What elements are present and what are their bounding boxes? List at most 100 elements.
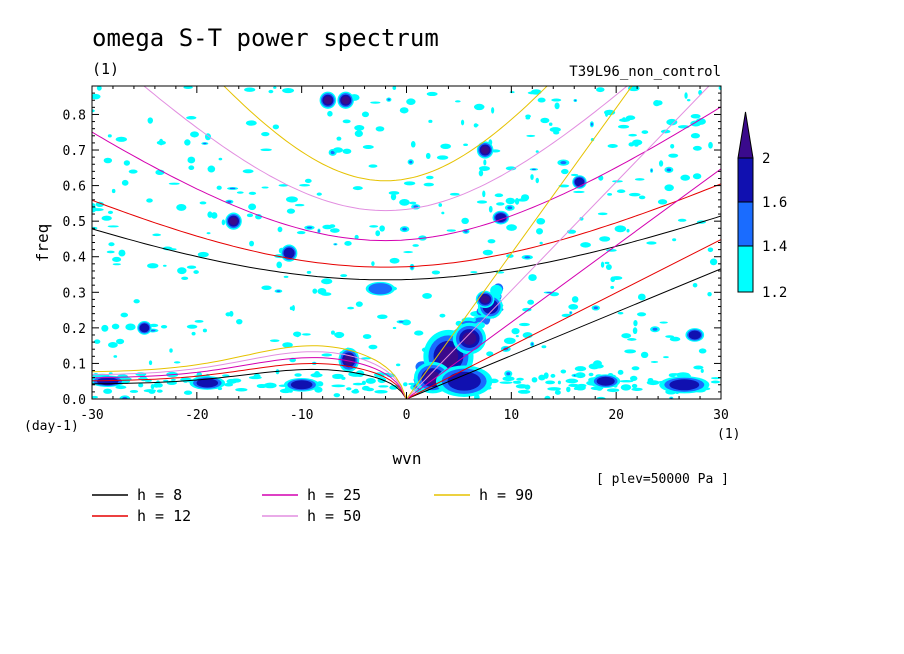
speckle-patch <box>707 247 714 253</box>
lowfreq-patch <box>365 387 375 392</box>
speckle-patch <box>409 201 417 205</box>
legend-label: h = 8 <box>137 486 182 504</box>
x-axis-label: wvn <box>393 449 422 468</box>
gravity-wave-curve <box>92 215 721 281</box>
speckle-patch <box>491 107 495 114</box>
power-blob <box>574 177 585 187</box>
speckle-patch <box>640 351 649 358</box>
speckle-patch <box>515 335 519 338</box>
speckle-patch <box>579 216 584 221</box>
speckle-patch <box>107 342 118 348</box>
speckle-patch <box>600 261 605 268</box>
speckle-patch <box>403 181 416 186</box>
speckle-core <box>666 168 672 172</box>
power-blob <box>688 330 701 340</box>
speckle-patch <box>316 192 322 196</box>
speckle-patch <box>115 136 128 142</box>
lowfreq-patch <box>341 376 346 380</box>
speckle-patch <box>441 211 445 215</box>
dataset-label: T39L96_non_control <box>569 64 721 80</box>
speckle-core <box>560 161 567 165</box>
speckle-patch <box>414 330 424 336</box>
speckle-patch <box>92 109 95 113</box>
speckle-patch <box>677 218 687 222</box>
speckle-patch <box>92 395 98 399</box>
speckle-patch <box>610 285 615 289</box>
speckle-patch <box>317 287 327 295</box>
speckle-patch <box>388 191 400 195</box>
colorbar-label: 1.4 <box>762 239 787 255</box>
speckle-patch <box>194 319 204 323</box>
lowfreq-patch <box>408 382 416 386</box>
speckle-patch <box>662 356 669 359</box>
speckle-patch <box>607 144 618 148</box>
speckle-patch <box>152 233 162 237</box>
speckle-patch <box>282 342 293 348</box>
speckle-patch <box>483 159 487 166</box>
colorbar-arrow <box>737 111 754 159</box>
speckle-patch <box>496 202 505 206</box>
y-tick-label: 0.1 <box>63 357 86 372</box>
speckle-patch <box>222 374 230 377</box>
lowfreq-patch <box>631 383 638 389</box>
speckle-patch <box>537 97 546 103</box>
speckle-patch <box>707 291 712 297</box>
lowfreq-patch <box>588 372 594 377</box>
speckle-patch <box>147 263 159 269</box>
speckle-patch <box>527 299 535 305</box>
speckle-patch <box>658 160 664 167</box>
power-blob <box>447 371 481 391</box>
x-tick-label: 0 <box>403 408 411 423</box>
speckle-patch <box>293 331 302 337</box>
speckle-patch <box>617 311 624 315</box>
speckle-patch <box>304 178 312 184</box>
power-blob <box>596 376 615 386</box>
speckle-patch <box>399 107 409 114</box>
speckle-patch <box>101 215 112 221</box>
speckle-patch <box>460 119 465 126</box>
colorbar: 1.2 1.4 1.6 2 <box>737 111 787 301</box>
lowfreq-patch <box>231 378 238 383</box>
speckle-patch <box>488 205 493 213</box>
speckle-patch <box>286 208 296 214</box>
speckle-patch <box>183 86 193 90</box>
speckle-patch <box>478 166 490 171</box>
kelvin-wave-curve <box>406 168 721 399</box>
power-blob <box>343 354 354 366</box>
speckle-patch <box>597 212 608 216</box>
speckle-patch <box>527 91 539 95</box>
speckle-core <box>227 200 232 203</box>
speckle-patch <box>614 225 627 233</box>
speckle-patch <box>621 333 632 339</box>
power-blob <box>290 380 313 390</box>
speckle-patch <box>101 324 109 332</box>
lowfreq-patch <box>171 378 176 381</box>
speckle-core <box>334 243 337 245</box>
speckle-patch <box>436 155 449 160</box>
speckle-patch <box>632 327 638 335</box>
speckle-patch <box>118 249 126 257</box>
speckle-patch <box>187 156 196 164</box>
speckle-patch <box>641 130 649 134</box>
speckle-patch <box>218 157 223 161</box>
speckle-patch <box>514 198 520 205</box>
colorbar-segment <box>737 201 754 247</box>
speckle-patch <box>692 173 702 180</box>
speckle-core <box>524 256 531 259</box>
speckle-patch <box>361 111 369 118</box>
speckle-patch <box>184 139 191 146</box>
speckle-patch <box>528 274 537 281</box>
speckle-patch <box>659 321 668 324</box>
speckle-patch <box>571 296 579 303</box>
speckle-patch <box>627 338 637 341</box>
speckle-core <box>590 122 593 126</box>
speckle-patch <box>377 314 388 320</box>
speckle-core <box>506 372 511 376</box>
speckle-patch <box>494 193 504 198</box>
lowfreq-patch <box>502 376 515 382</box>
speckle-patch <box>570 173 579 177</box>
speckle-patch <box>123 160 131 166</box>
speckle-patch <box>342 119 351 124</box>
speckle-core <box>652 327 658 331</box>
x-tick-label: 30 <box>713 408 729 423</box>
